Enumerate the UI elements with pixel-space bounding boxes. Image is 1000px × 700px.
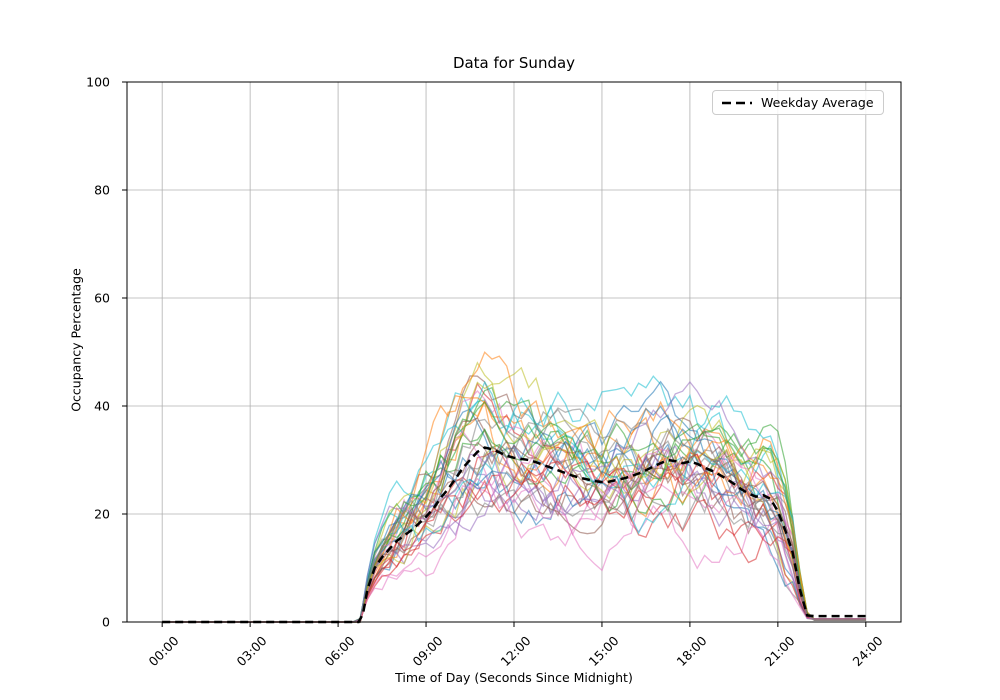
- grid-lines: [127, 81, 901, 623]
- y-tick-label: 40: [94, 398, 110, 414]
- legend: Weekday Average: [712, 90, 884, 115]
- y-tick-label: 20: [94, 506, 110, 522]
- x-axis-label: Time of Day (Seconds Since Midnight): [395, 670, 633, 685]
- y-axis-label: Occupancy Percentage: [68, 268, 84, 412]
- individual-series-lines: [162, 351, 866, 623]
- dashed-line-icon: [722, 101, 752, 104]
- legend-label: Weekday Average: [761, 95, 874, 110]
- y-tick-label: 0: [102, 614, 110, 630]
- y-tick-label: 80: [94, 182, 110, 198]
- y-tick-label: 60: [94, 290, 110, 306]
- average-line: [162, 446, 866, 624]
- chart-title: Data for Sunday: [452, 54, 576, 72]
- y-tick-label: 100: [86, 74, 110, 90]
- tick-marks: [122, 81, 867, 627]
